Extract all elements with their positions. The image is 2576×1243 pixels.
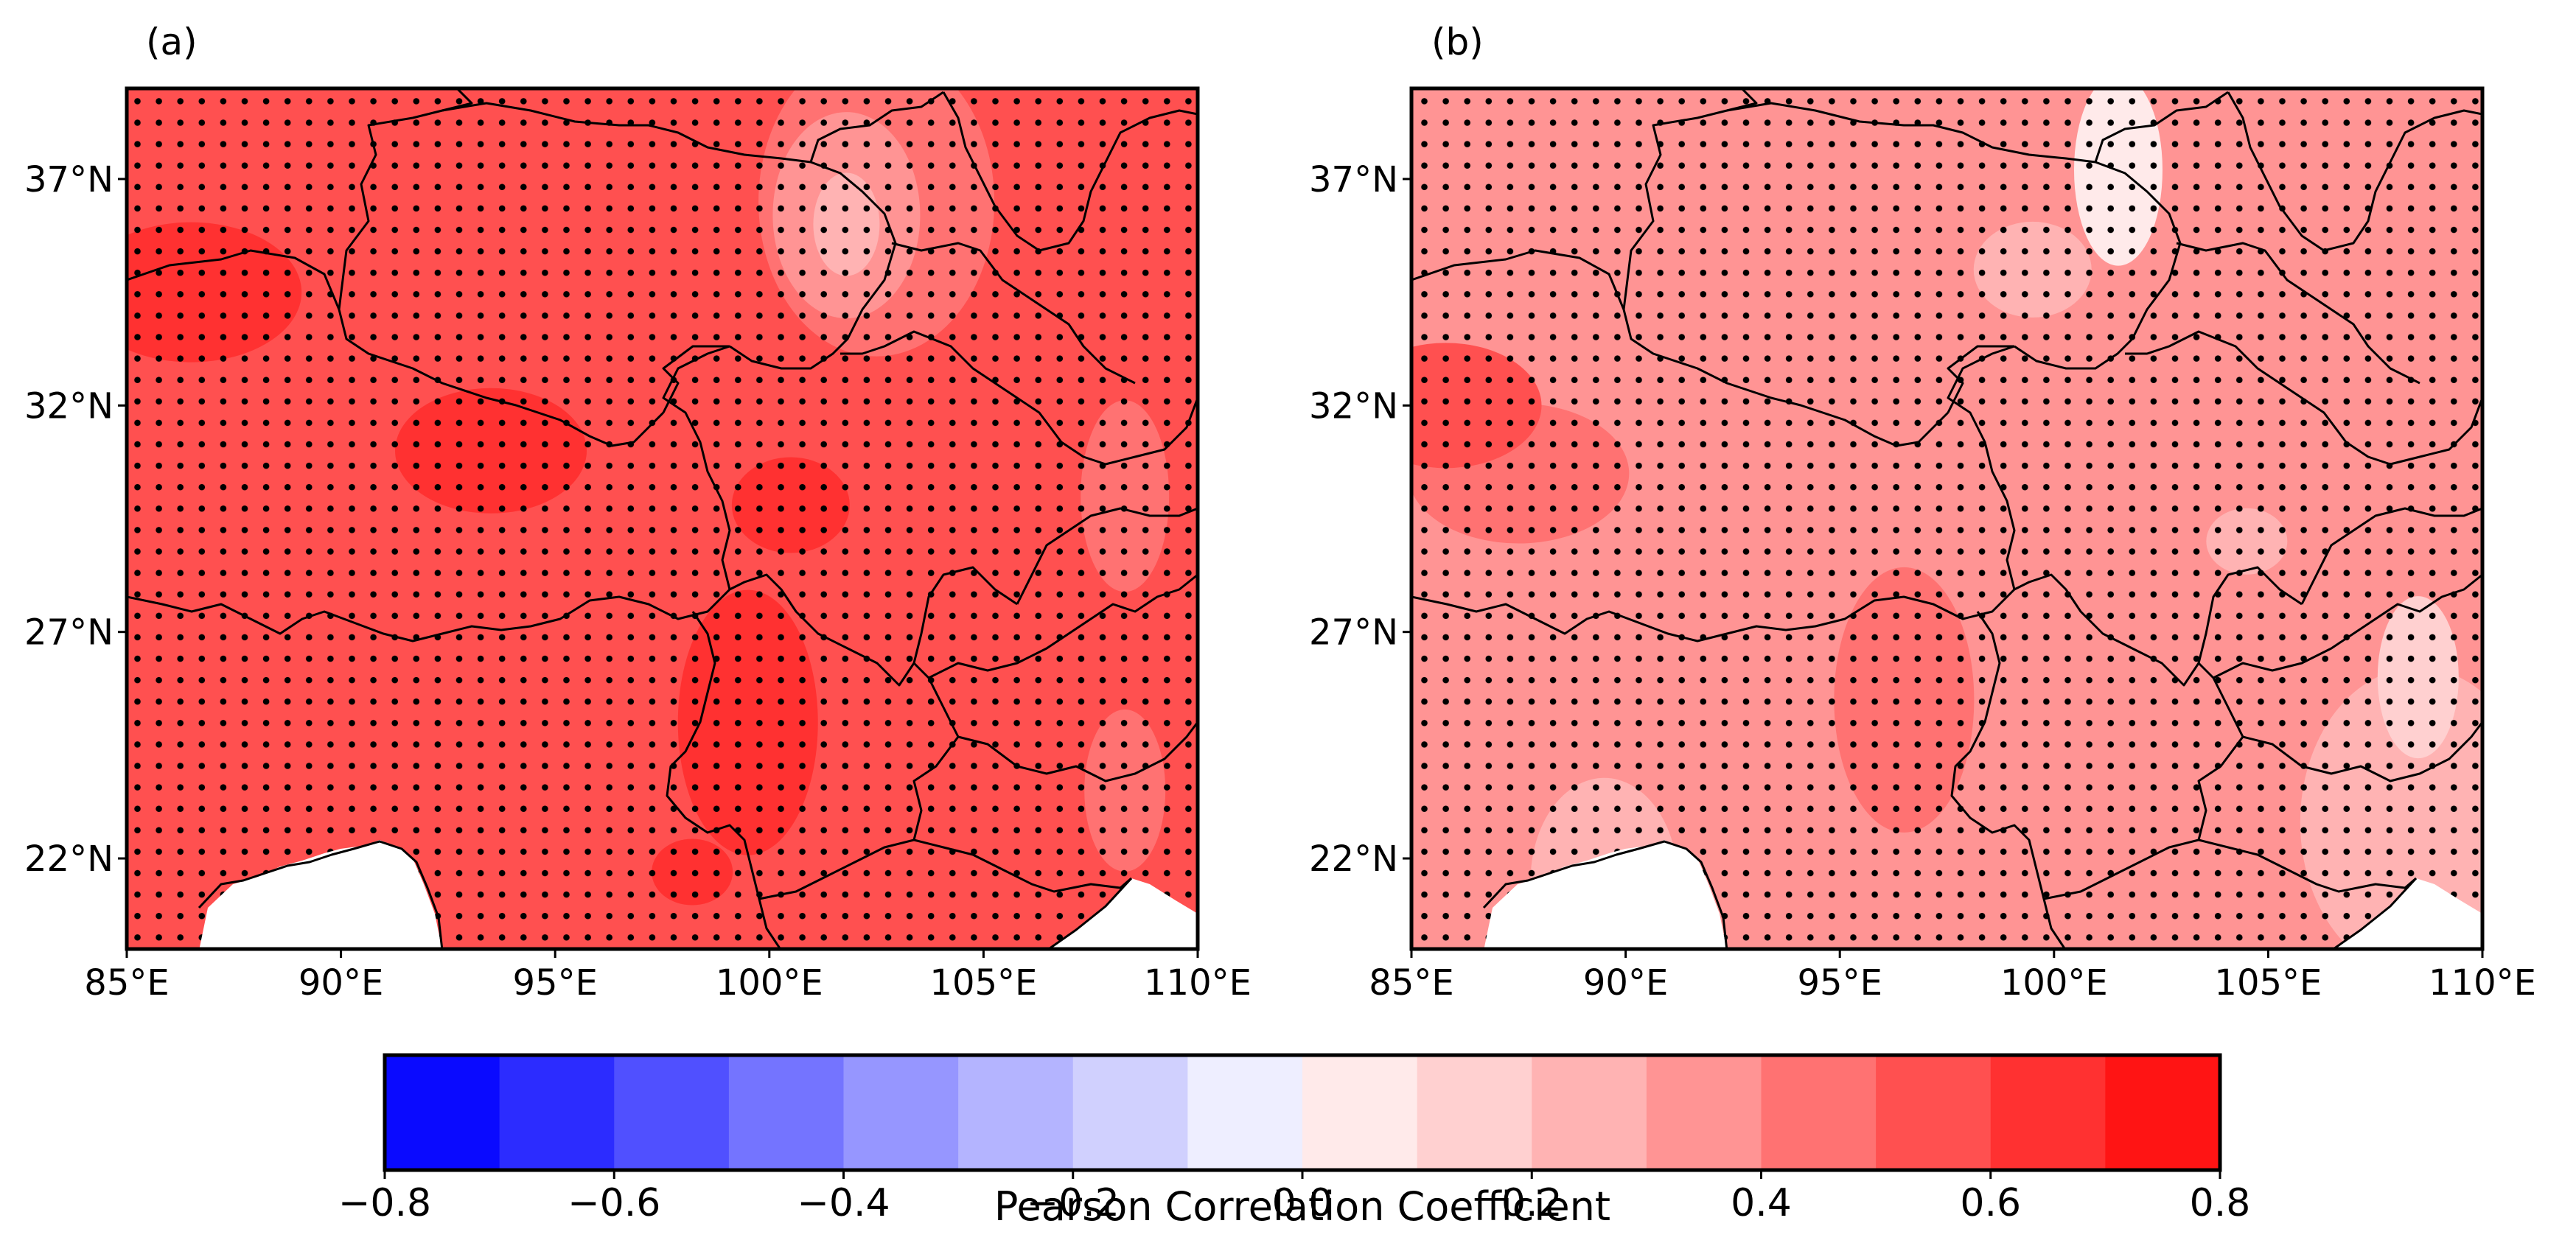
ocean-mask <box>1484 840 1727 949</box>
lon-tick-label: 110°E <box>2429 962 2536 1004</box>
colorbar-tick-label: −0.2 <box>1027 1181 1120 1225</box>
panel-label: (b) <box>1431 21 1484 63</box>
colorbar-swatch <box>614 1055 730 1170</box>
colorbar-ticks: −0.8 −0.6 −0.4 −0.2 0.0 0.2 0.4 0.6 0.8 <box>338 1170 2250 1225</box>
lon-tick-label: 100°E <box>2000 962 2108 1004</box>
colorbar-tick-label: −0.6 <box>568 1181 660 1225</box>
lat-tick-label: 22°N <box>1309 838 1398 880</box>
colorbar-tick-label: 0.2 <box>1501 1181 1563 1225</box>
colorbar-swatch <box>843 1055 959 1170</box>
lon-tick-label: 90°E <box>1583 962 1668 1004</box>
colorbar-swatch <box>1990 1055 2106 1170</box>
lat-tick-label: 32°N <box>1309 385 1398 427</box>
colorbar-swatch <box>958 1055 1074 1170</box>
province-borders <box>127 88 1198 949</box>
colorbar-swatch <box>1646 1055 1762 1170</box>
lon-tick-label: 85°E <box>84 962 169 1004</box>
colorbar-swatch <box>1761 1055 1877 1170</box>
colorbar-swatches <box>385 1055 2221 1170</box>
lat-tick-label: 27°N <box>24 612 114 654</box>
colorbar-swatch <box>728 1055 845 1170</box>
lat-tick-label: 27°N <box>1309 612 1398 654</box>
significance-stippling <box>1411 88 2482 949</box>
colorbar-tick-label: 0.8 <box>2190 1181 2251 1225</box>
lon-tick-label: 95°E <box>512 962 597 1004</box>
lat-tick-label: 37°N <box>1309 159 1398 200</box>
ocean-mask <box>1048 878 1198 949</box>
colorbar-swatch <box>1876 1055 1992 1170</box>
lon-ticks: 85°E 90°E 95°E 100°E 105°E 110°E <box>1369 949 2536 1004</box>
colorbar-label: Pearson Correlation Coefficient <box>994 1183 1610 1230</box>
significance-stippling <box>127 88 1198 949</box>
colorbar-swatch <box>2105 1055 2221 1170</box>
map-frame <box>125 86 1200 951</box>
lon-tick-label: 95°E <box>1797 962 1882 1004</box>
lon-ticks: 85°E 90°E 95°E 100°E 105°E 110°E <box>84 949 1252 1004</box>
map-panel-a: (a) <box>24 21 1252 1004</box>
colorbar-swatch <box>1302 1055 1418 1170</box>
map-panel-b: (b) <box>1309 21 2536 1004</box>
lon-tick-label: 85°E <box>1369 962 1453 1004</box>
lon-tick-label: 90°E <box>299 962 383 1004</box>
ocean-mask <box>2333 878 2482 949</box>
lon-tick-label: 110°E <box>1144 962 1252 1004</box>
colorbar-swatch <box>1417 1055 1532 1170</box>
lat-tick-label: 22°N <box>24 838 114 880</box>
lat-tick-label: 37°N <box>24 159 114 200</box>
ocean-mask <box>199 840 442 949</box>
lon-tick-label: 105°E <box>929 962 1037 1004</box>
lon-tick-label: 105°E <box>2214 962 2322 1004</box>
colorbar-swatch <box>499 1055 615 1170</box>
province-borders <box>1411 88 2482 949</box>
colorbar-tick-label: −0.4 <box>797 1181 890 1225</box>
lat-ticks: 37°N 32°N 27°N 22°N <box>1309 159 1411 880</box>
lon-tick-label: 100°E <box>716 962 823 1004</box>
colorbar-tick-label: 0.6 <box>1960 1181 2021 1225</box>
lat-tick-label: 32°N <box>24 385 114 427</box>
lat-ticks: 37°N 32°N 27°N 22°N <box>24 159 127 880</box>
panel-label: (a) <box>146 21 198 63</box>
colorbar-swatch <box>1532 1055 1647 1170</box>
colorbar-tick-label: 0.0 <box>1272 1181 1333 1225</box>
colorbar: −0.8 −0.6 −0.4 −0.2 0.0 0.2 0.4 0.6 0.8 Pearson … <box>338 1053 2250 1230</box>
colorbar-tick-label: 0.4 <box>1731 1181 1792 1225</box>
colorbar-tick-label: −0.8 <box>338 1181 431 1225</box>
colorbar-swatch <box>1187 1055 1303 1170</box>
map-frame <box>1409 86 2485 951</box>
colorbar-swatch <box>1072 1055 1188 1170</box>
colorbar-swatch <box>385 1055 500 1170</box>
